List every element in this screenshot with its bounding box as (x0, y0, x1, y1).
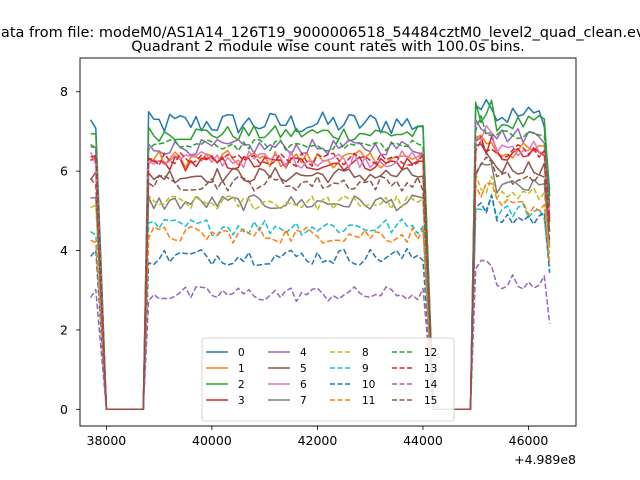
legend-label-15: 15 (424, 395, 437, 407)
x-tick-label: 38000 (87, 433, 127, 448)
y-tick-label: 2 (60, 322, 68, 337)
x-tick-label: 42000 (298, 433, 338, 448)
legend-label-12: 12 (424, 347, 437, 359)
legend-label-14: 14 (424, 379, 438, 391)
x-tick-label: 44000 (403, 433, 443, 448)
axes-frame (79, 57, 577, 427)
y-tick-label: 4 (60, 243, 68, 258)
legend-label-4: 4 (300, 347, 307, 359)
series-line-10 (90, 194, 551, 411)
legend-label-8: 8 (362, 347, 369, 359)
legend-label-0: 0 (238, 347, 245, 359)
legend-label-7: 7 (300, 395, 307, 407)
series-line-14 (89, 259, 551, 411)
plot-area (89, 98, 551, 411)
y-tick-label: 6 (60, 164, 68, 179)
y-tick-label: 0 (60, 402, 68, 417)
x-axis: 38000 40000 42000 44000 46000 +4.989e8 (87, 426, 576, 467)
y-axis: 0 2 4 6 8 (60, 84, 80, 417)
legend-label-2: 2 (238, 379, 245, 391)
legend-box (201, 337, 455, 422)
legend-label-3: 3 (238, 395, 245, 407)
series-line-15 (89, 156, 551, 411)
legend-label-5: 5 (300, 363, 307, 375)
legend-label-1: 1 (238, 363, 245, 375)
y-tick-label: 8 (60, 84, 68, 99)
chart-title: Quadrant 2 module wise count rates with … (131, 39, 525, 55)
legend-label-9: 9 (362, 363, 369, 375)
legend-label-13: 13 (424, 363, 437, 375)
figure-suptitle: Data from file: modeM0/AS1A14_126T19_900… (0, 25, 640, 41)
legend-label-6: 6 (300, 379, 307, 391)
x-tick-label: 46000 (509, 433, 549, 448)
x-tick-label: 40000 (192, 433, 232, 448)
x-offset-label: +4.989e8 (514, 452, 576, 467)
legend-label-11: 11 (362, 395, 375, 407)
legend-label-10: 10 (362, 379, 375, 391)
